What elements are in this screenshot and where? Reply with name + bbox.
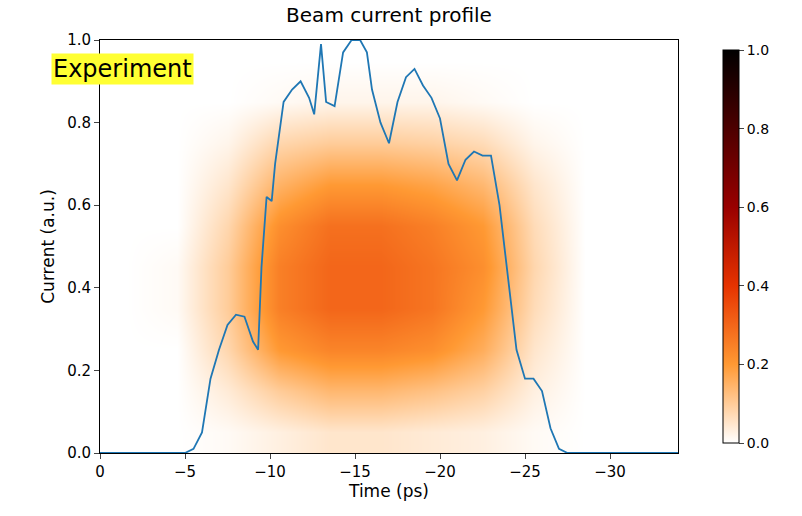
svg-text:0.2: 0.2 — [747, 356, 769, 372]
svg-text:0.6: 0.6 — [67, 196, 91, 214]
svg-text:0.4: 0.4 — [747, 278, 769, 294]
svg-text:0.6: 0.6 — [747, 199, 769, 215]
svg-text:Experiment: Experiment — [53, 55, 192, 83]
svg-text:−10: −10 — [254, 463, 286, 481]
svg-text:1.0: 1.0 — [67, 31, 91, 49]
svg-text:0.2: 0.2 — [67, 362, 91, 380]
svg-text:−30: −30 — [594, 463, 626, 481]
svg-text:0.0: 0.0 — [747, 435, 769, 451]
svg-text:Current (a.u.): Current (a.u.) — [38, 189, 58, 304]
svg-text:0.4: 0.4 — [67, 279, 91, 297]
svg-text:−25: −25 — [509, 463, 541, 481]
svg-text:0.0: 0.0 — [67, 444, 91, 462]
svg-text:1.0: 1.0 — [747, 42, 769, 58]
svg-text:Time (ps): Time (ps) — [348, 481, 429, 501]
svg-text:−5: −5 — [174, 463, 196, 481]
svg-text:Beam current profile: Beam current profile — [286, 3, 492, 27]
svg-text:−20: −20 — [424, 463, 456, 481]
svg-text:0: 0 — [95, 463, 105, 481]
svg-text:0.8: 0.8 — [747, 121, 769, 137]
svg-text:−15: −15 — [339, 463, 371, 481]
svg-text:0.8: 0.8 — [67, 114, 91, 132]
